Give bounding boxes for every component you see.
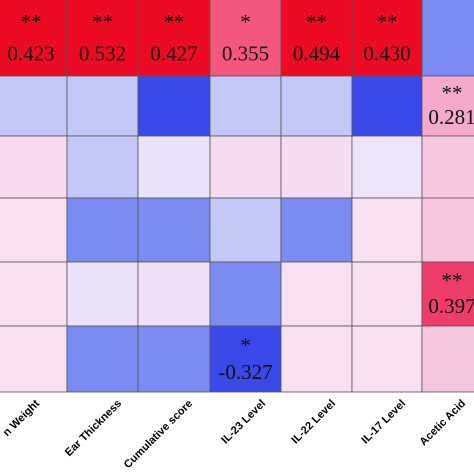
heatmap-cell-r2-c4 xyxy=(280,135,353,199)
heatmap-cell-r4-c3 xyxy=(209,261,282,327)
correlation-value: 0.427 xyxy=(150,41,197,65)
heatmap-cell-r4-c0 xyxy=(0,261,68,327)
heatmap-cell-r0-c4 xyxy=(280,0,353,77)
heatmap-cell-r2-c0 xyxy=(0,135,68,199)
heatmap-cell-r3-c0 xyxy=(0,197,68,263)
x-tick-label: Acetic Acid xyxy=(418,398,469,449)
heatmap-cell-r1-c1 xyxy=(66,75,139,137)
heatmap-cell-r2-c5 xyxy=(351,135,423,199)
correlation-value: 0.423 xyxy=(7,41,54,65)
x-tick-label: IL-22 Level xyxy=(289,398,338,447)
heatmap-cell-r3-c3 xyxy=(209,197,282,263)
heatmap-cell-r1-c5 xyxy=(351,75,423,137)
heatmap-cell-r3-c4 xyxy=(280,197,353,263)
heatmap-cell-r5-c5 xyxy=(351,325,423,393)
significance-stars: * xyxy=(240,333,251,357)
x-tick-label: n Weight xyxy=(1,397,42,438)
heatmap-cell-r5-c0 xyxy=(0,325,68,393)
heatmap-cell-r1-c2 xyxy=(137,75,211,137)
significance-stars: ** xyxy=(306,10,327,34)
significance-stars: * xyxy=(240,10,251,34)
heatmap-cell-r3-c2 xyxy=(137,197,211,263)
correlation-value: 0.355 xyxy=(222,41,269,65)
x-tick-label: Ear Thickness xyxy=(63,398,124,459)
significance-stars: ** xyxy=(164,10,185,34)
heatmap-cell-r2-c1 xyxy=(66,135,139,199)
heatmap-cell-r0-c6 xyxy=(421,0,474,77)
heatmap-cell-r1-c0 xyxy=(0,75,68,137)
heatmap-cell-r3-c1 xyxy=(66,197,139,263)
heatmap-cell-r5-c1 xyxy=(66,325,139,393)
correlation-value: 0.281 xyxy=(428,105,474,129)
significance-stars: ** xyxy=(21,10,42,34)
heatmap-cell-r3-c6 xyxy=(421,197,474,263)
heatmap-cell-r3-c5 xyxy=(351,197,423,263)
significance-stars: ** xyxy=(92,10,113,34)
correlation-value: -0.327 xyxy=(218,360,272,384)
heatmap-cell-r1-c3 xyxy=(209,75,282,137)
significance-stars: ** xyxy=(377,10,398,34)
heatmap-cell-r4-c2 xyxy=(137,261,211,327)
heatmap-cell-r4-c1 xyxy=(66,261,139,327)
heatmap-cell-r4-c4 xyxy=(280,261,353,327)
significance-stars: ** xyxy=(442,81,463,105)
heatmap-cells xyxy=(0,0,474,393)
correlation-value: 0.430 xyxy=(363,41,410,65)
heatmap-cell-r1-c4 xyxy=(280,75,353,137)
heatmap-cell-r2-c2 xyxy=(137,135,211,199)
x-tick-label: Cumulative score xyxy=(122,398,195,471)
heatmap-cell-labels: ** 0.423 ** 0.532 ** 0.427 * 0.355 ** 0.494 ** 0.43… xyxy=(7,10,474,384)
heatmap-cell-r5-c4 xyxy=(280,325,353,393)
correlation-value: 0.532 xyxy=(79,41,126,65)
heatmap-cell-r1-c6 xyxy=(421,75,474,137)
x-tick-label: IL-23 Level xyxy=(219,398,268,447)
heatmap-cell-r5-c6 xyxy=(421,325,474,393)
correlation-value: 0.494 xyxy=(293,41,341,65)
x-tick-label: IL-17 Level xyxy=(359,398,408,447)
correlation-value: 0.397 xyxy=(428,294,474,318)
heatmap-cell-r2-c3 xyxy=(209,135,282,199)
heatmap-cell-r4-c5 xyxy=(351,261,423,327)
heatmap-cell-r2-c6 xyxy=(421,135,474,199)
heatmap-cell-r4-c6 xyxy=(421,261,474,327)
heatmap-cell-r0-c1 xyxy=(66,0,139,77)
heatmap-cell-r0-c3 xyxy=(209,0,282,77)
significance-stars: ** xyxy=(442,269,463,293)
heatmap-cell-r5-c2 xyxy=(137,325,211,393)
